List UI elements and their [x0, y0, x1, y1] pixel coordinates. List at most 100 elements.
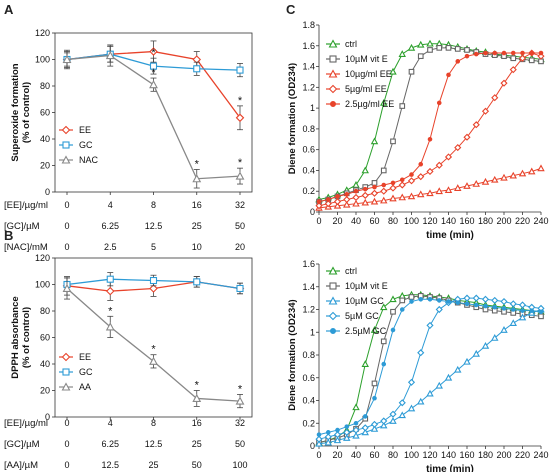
- data-point-10µg/ml EE: [491, 175, 499, 183]
- data-point-2.5µM GC: [335, 427, 340, 433]
- legend-label: EE: [79, 352, 91, 362]
- data-point-2.5µM GC: [427, 296, 433, 302]
- x-tick-label: 0: [316, 450, 321, 460]
- data-point-10µg/ml EE: [426, 189, 434, 197]
- data-point-2.5µM GC: [473, 302, 479, 308]
- data-point-10µM GC: [463, 357, 471, 365]
- row-value: 50: [235, 221, 245, 231]
- data-point-5µg/ml EE: [472, 121, 480, 129]
- data-point-10µg/ml EE: [518, 169, 527, 177]
- x-tick-label: 200: [496, 450, 511, 460]
- legend-label: 2.5µM GC: [345, 326, 387, 336]
- data-point-NAC: [192, 174, 202, 183]
- data-point-2.5µM GC: [464, 301, 470, 307]
- data-point-2.5µg/ml EE: [510, 50, 516, 56]
- data-point-2.5µg/ml EE: [325, 197, 331, 202]
- data-point-ctrl: [380, 98, 388, 106]
- data-point-10µM GC: [509, 319, 517, 327]
- y-tick-label: 60: [40, 333, 50, 343]
- data-point-10µM GC: [444, 373, 453, 381]
- row-value: 8: [151, 418, 156, 428]
- data-point-2.5µg/ml EE: [372, 184, 377, 190]
- data-point-5µg/ml EE: [537, 52, 545, 60]
- data-point-10µg/ml EE: [509, 171, 517, 179]
- x-axis-label: time (min): [426, 230, 474, 241]
- row-label: [GC]/µM: [4, 221, 40, 232]
- y-tick-label: 1: [310, 327, 315, 337]
- data-point-10µM vit E: [408, 68, 415, 75]
- data-point-EE: [149, 284, 158, 293]
- legend-label: 10µM vit E: [345, 281, 388, 291]
- data-point-10µg/ml EE: [435, 187, 443, 195]
- data-point-5µM GC: [463, 294, 471, 302]
- data-point-10µM vit E: [417, 53, 424, 60]
- data-point-10µM GC: [491, 333, 499, 341]
- data-point-10µM vit E: [528, 57, 535, 64]
- data-point-EE: [235, 113, 245, 123]
- data-point-AA: [105, 322, 115, 331]
- data-point-10µM GC: [426, 389, 434, 397]
- data-point-10µM vit E: [390, 138, 396, 145]
- data-point-5µg/ml EE: [380, 187, 388, 195]
- data-point-10µg/ml EE: [528, 167, 536, 175]
- panel-letter-B: B: [4, 228, 13, 243]
- data-point-2.5µM GC: [510, 307, 516, 312]
- y-tick-label: 20: [40, 386, 50, 396]
- y-tick-label: 0: [310, 207, 315, 217]
- x-tick-label: 80: [388, 216, 398, 226]
- row-value: 25: [192, 439, 202, 449]
- data-point-5µg/ml EE: [407, 177, 416, 185]
- y-tick-label: 1: [310, 103, 315, 113]
- data-point-2.5µM GC: [520, 308, 525, 313]
- data-point-5µM GC: [361, 424, 369, 432]
- data-point-10µg/ml EE: [343, 200, 351, 208]
- data-point-5µg/ml EE: [398, 181, 406, 189]
- legend-label: 2.5µg/ml EE: [345, 99, 394, 109]
- legend-marker-5µM GC: [328, 311, 338, 321]
- significance-star: *: [195, 158, 200, 170]
- data-point-5µM GC: [343, 428, 351, 436]
- y-axis-label: Diene formation (OD234): [287, 63, 298, 174]
- data-point-10µM vit E: [380, 167, 387, 174]
- data-point-10µg/ml EE: [380, 196, 388, 204]
- data-point-5µg/ml EE: [370, 189, 379, 197]
- data-point-2.5µg/ml EE: [344, 192, 350, 197]
- panel-letter-A: A: [4, 2, 14, 17]
- data-point-EE: [105, 286, 115, 296]
- data-point-2.5µM GC: [529, 308, 535, 313]
- data-point-2.5µg/ml EE: [520, 50, 525, 56]
- data-point-10µg/ml EE: [398, 193, 406, 201]
- legend-marker-EE: [61, 125, 71, 135]
- data-point-2.5µM GC: [455, 300, 461, 305]
- data-point-5µg/ml EE: [315, 202, 323, 210]
- data-point-2.5µM GC: [353, 420, 359, 426]
- data-point-AA: [149, 356, 158, 365]
- row-value: 25: [148, 460, 158, 470]
- data-point-2.5µg/ml EE: [446, 72, 451, 78]
- data-point-5µM GC: [398, 399, 406, 407]
- data-point-10µM GC: [500, 326, 508, 333]
- row-value: 5: [151, 242, 156, 252]
- y-tick-label: 120: [35, 28, 50, 38]
- legend-label: GC: [79, 367, 93, 377]
- data-point-2.5µM GC: [501, 306, 507, 311]
- row-value: 50: [192, 460, 202, 470]
- y-axis-label: Superoxide formation(% of control): [10, 63, 32, 161]
- data-point-10µM GC: [472, 349, 480, 357]
- data-point-ctrl: [398, 50, 406, 57]
- y-tick-label: 40: [40, 134, 50, 144]
- legend-label: 5µg/ml EE: [345, 84, 387, 94]
- y-axis-label-line1: DPPH absorbance: [10, 296, 21, 378]
- data-point-5µg/ml EE: [500, 79, 508, 87]
- data-point-5µg/ml EE: [343, 195, 351, 204]
- data-point-5µM GC: [380, 417, 388, 425]
- data-point-ctrl: [361, 360, 369, 367]
- data-point-2.5µg/ml EE: [473, 51, 479, 57]
- row-value: 12.5: [101, 460, 119, 470]
- data-point-2.5µg/ml EE: [335, 194, 340, 199]
- y-tick-label: 100: [35, 280, 50, 290]
- data-point-2.5µg/ml EE: [409, 172, 414, 177]
- data-point-2.5µM GC: [316, 432, 322, 437]
- y-axis-label-line2: (% of control): [21, 307, 32, 368]
- legend-marker-2.5µM GC: [330, 328, 336, 334]
